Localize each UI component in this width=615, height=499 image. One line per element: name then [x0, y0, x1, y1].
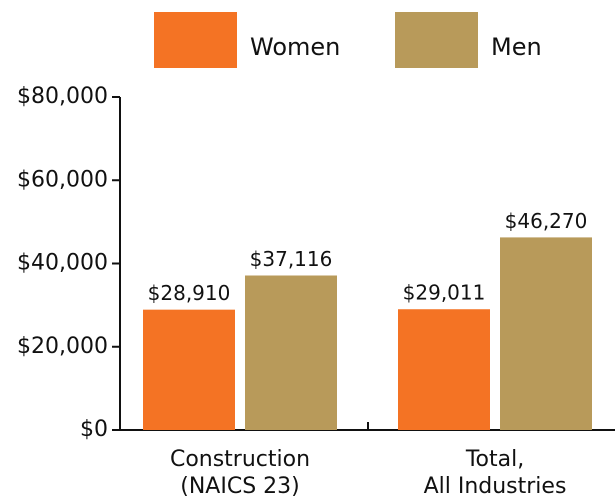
- legend-label: Men: [491, 33, 542, 61]
- data-label: $29,011: [403, 281, 486, 305]
- y-tick-label: $40,000: [17, 251, 108, 276]
- x-tick-label: All Industries: [424, 474, 567, 499]
- legend-swatch: [154, 12, 237, 68]
- bar: [245, 275, 337, 430]
- bar: [500, 237, 592, 430]
- bar: [398, 309, 490, 430]
- x-tick-label: Construction: [170, 447, 310, 472]
- data-label: $46,270: [505, 209, 588, 233]
- bar: [143, 309, 235, 430]
- data-label: $37,116: [250, 247, 333, 271]
- y-tick-label: $20,000: [17, 334, 108, 359]
- x-tick-label: (NAICS 23): [180, 474, 299, 499]
- y-tick-label: $80,000: [17, 84, 108, 109]
- x-tick-label: Total,: [465, 447, 524, 472]
- data-label: $28,910: [148, 281, 231, 305]
- y-tick-label: $0: [80, 417, 108, 442]
- y-tick-label: $60,000: [17, 167, 108, 192]
- legend-swatch: [395, 12, 478, 68]
- legend-label: Women: [250, 33, 340, 61]
